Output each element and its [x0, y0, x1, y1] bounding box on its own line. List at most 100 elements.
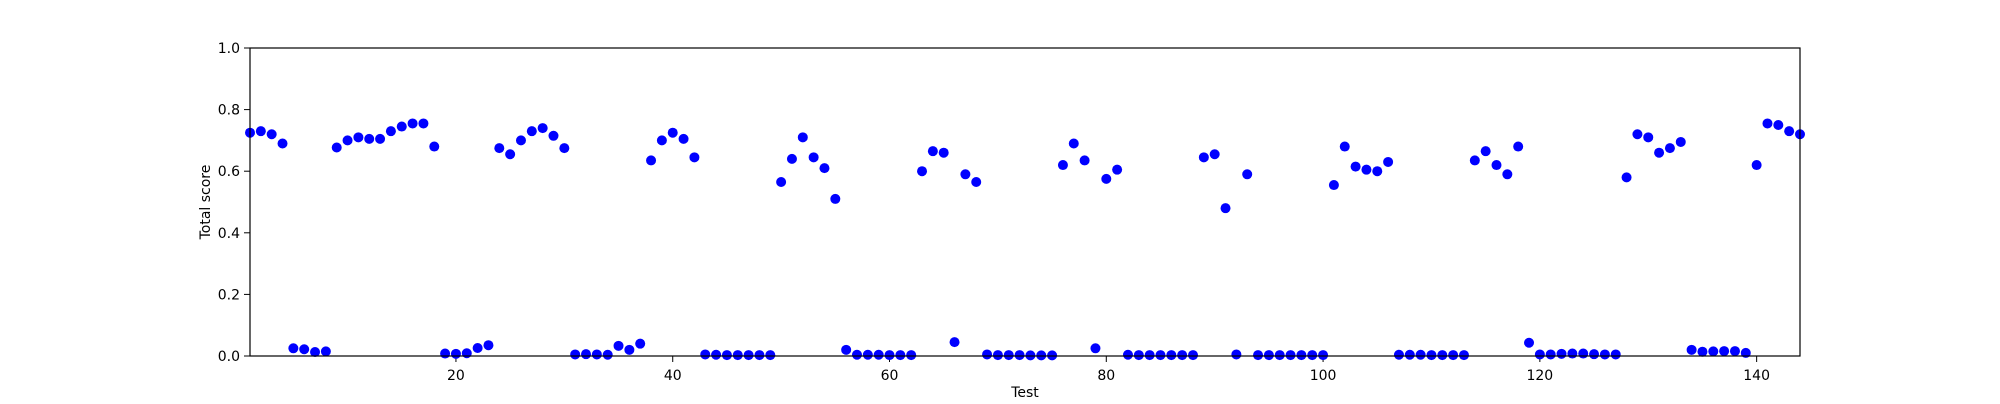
data-point — [1784, 126, 1795, 137]
data-point — [472, 342, 483, 353]
data-point — [1057, 160, 1068, 171]
data-point — [646, 155, 657, 166]
x-tick-label: 80 — [1097, 368, 1115, 384]
data-point — [1632, 129, 1643, 140]
data-point — [1762, 118, 1773, 129]
data-point — [1469, 155, 1480, 166]
data-point — [1328, 180, 1339, 191]
data-point — [1025, 350, 1036, 361]
data-point — [1513, 141, 1524, 152]
data-point — [1708, 346, 1719, 357]
y-tick-label: 0.2 — [218, 287, 240, 303]
data-point — [895, 350, 906, 361]
data-point — [917, 166, 928, 177]
y-tick-label: 0.0 — [218, 349, 240, 365]
data-point — [1426, 350, 1437, 361]
data-point — [1751, 160, 1762, 171]
data-point — [1122, 349, 1133, 360]
data-point — [1567, 348, 1578, 359]
y-axis-label: Total score — [198, 165, 214, 241]
data-point — [624, 344, 635, 355]
data-point — [288, 343, 299, 354]
data-point — [786, 153, 797, 164]
data-point — [1144, 350, 1155, 361]
data-point — [505, 149, 516, 160]
data-point — [1686, 344, 1697, 355]
data-point — [1393, 349, 1404, 360]
y-tick-label: 0.8 — [218, 103, 240, 119]
data-point — [1664, 143, 1675, 154]
data-point — [353, 132, 364, 143]
data-point — [559, 143, 570, 154]
data-point — [1155, 350, 1166, 361]
data-point — [873, 349, 884, 360]
data-point — [1318, 350, 1329, 361]
data-point — [678, 133, 689, 144]
y-tick-label: 0.6 — [218, 164, 240, 180]
data-point — [299, 344, 310, 355]
data-point — [656, 135, 667, 146]
data-point — [570, 349, 581, 360]
x-tick-label: 120 — [1526, 368, 1553, 384]
data-point — [581, 349, 592, 360]
data-point — [1350, 161, 1361, 172]
data-point — [1534, 349, 1545, 360]
data-point — [1578, 348, 1589, 359]
data-point — [1773, 120, 1784, 130]
data-point — [548, 130, 559, 141]
data-point — [537, 123, 548, 134]
data-point — [1090, 343, 1101, 354]
x-axis-label: Test — [1010, 385, 1039, 400]
data-point — [743, 350, 754, 361]
data-point — [440, 348, 451, 359]
data-point — [938, 147, 949, 158]
data-point — [1307, 350, 1318, 361]
y-axis-ticks: 0.0 0.2 0.4 0.6 0.8 1.0 — [218, 41, 250, 365]
data-point — [1177, 350, 1188, 361]
data-point — [949, 337, 960, 348]
x-tick-label: 20 — [447, 368, 465, 384]
data-point — [396, 121, 407, 132]
data-point — [1610, 349, 1621, 360]
data-point — [1003, 350, 1014, 361]
data-point — [342, 135, 353, 146]
data-point — [364, 133, 375, 144]
data-point — [1621, 172, 1632, 183]
data-point — [1458, 350, 1469, 361]
data-point — [526, 126, 537, 137]
data-point — [1101, 173, 1112, 184]
data-point — [776, 176, 787, 187]
data-point — [1524, 337, 1535, 348]
data-point — [971, 176, 982, 187]
data-point — [667, 127, 678, 138]
data-point — [375, 133, 386, 144]
data-point — [1729, 346, 1740, 357]
data-point — [1274, 350, 1285, 361]
data-point — [1675, 136, 1686, 147]
data-point — [1448, 350, 1459, 361]
data-point — [992, 350, 1003, 361]
data-point — [407, 118, 418, 129]
data-point — [721, 350, 732, 361]
data-point — [841, 344, 852, 355]
data-point — [700, 349, 711, 360]
data-point — [1361, 164, 1372, 175]
data-point — [1545, 349, 1556, 360]
data-point — [1242, 169, 1253, 180]
data-point — [1014, 350, 1025, 361]
data-point — [927, 146, 938, 157]
data-point — [635, 338, 646, 349]
data-point — [862, 349, 873, 360]
data-point — [1643, 132, 1654, 143]
data-point — [515, 135, 526, 146]
data-point — [1198, 152, 1209, 163]
data-point — [385, 126, 396, 137]
data-point — [906, 350, 917, 361]
plot-area — [250, 48, 1800, 356]
data-point — [689, 152, 700, 163]
plot-frame — [249, 47, 1801, 357]
data-point — [1263, 350, 1274, 361]
y-tick-label: 1.0 — [218, 41, 240, 57]
data-point — [1296, 350, 1307, 361]
x-axis-ticks: 20 40 60 80 100 120 140 — [447, 356, 1770, 384]
